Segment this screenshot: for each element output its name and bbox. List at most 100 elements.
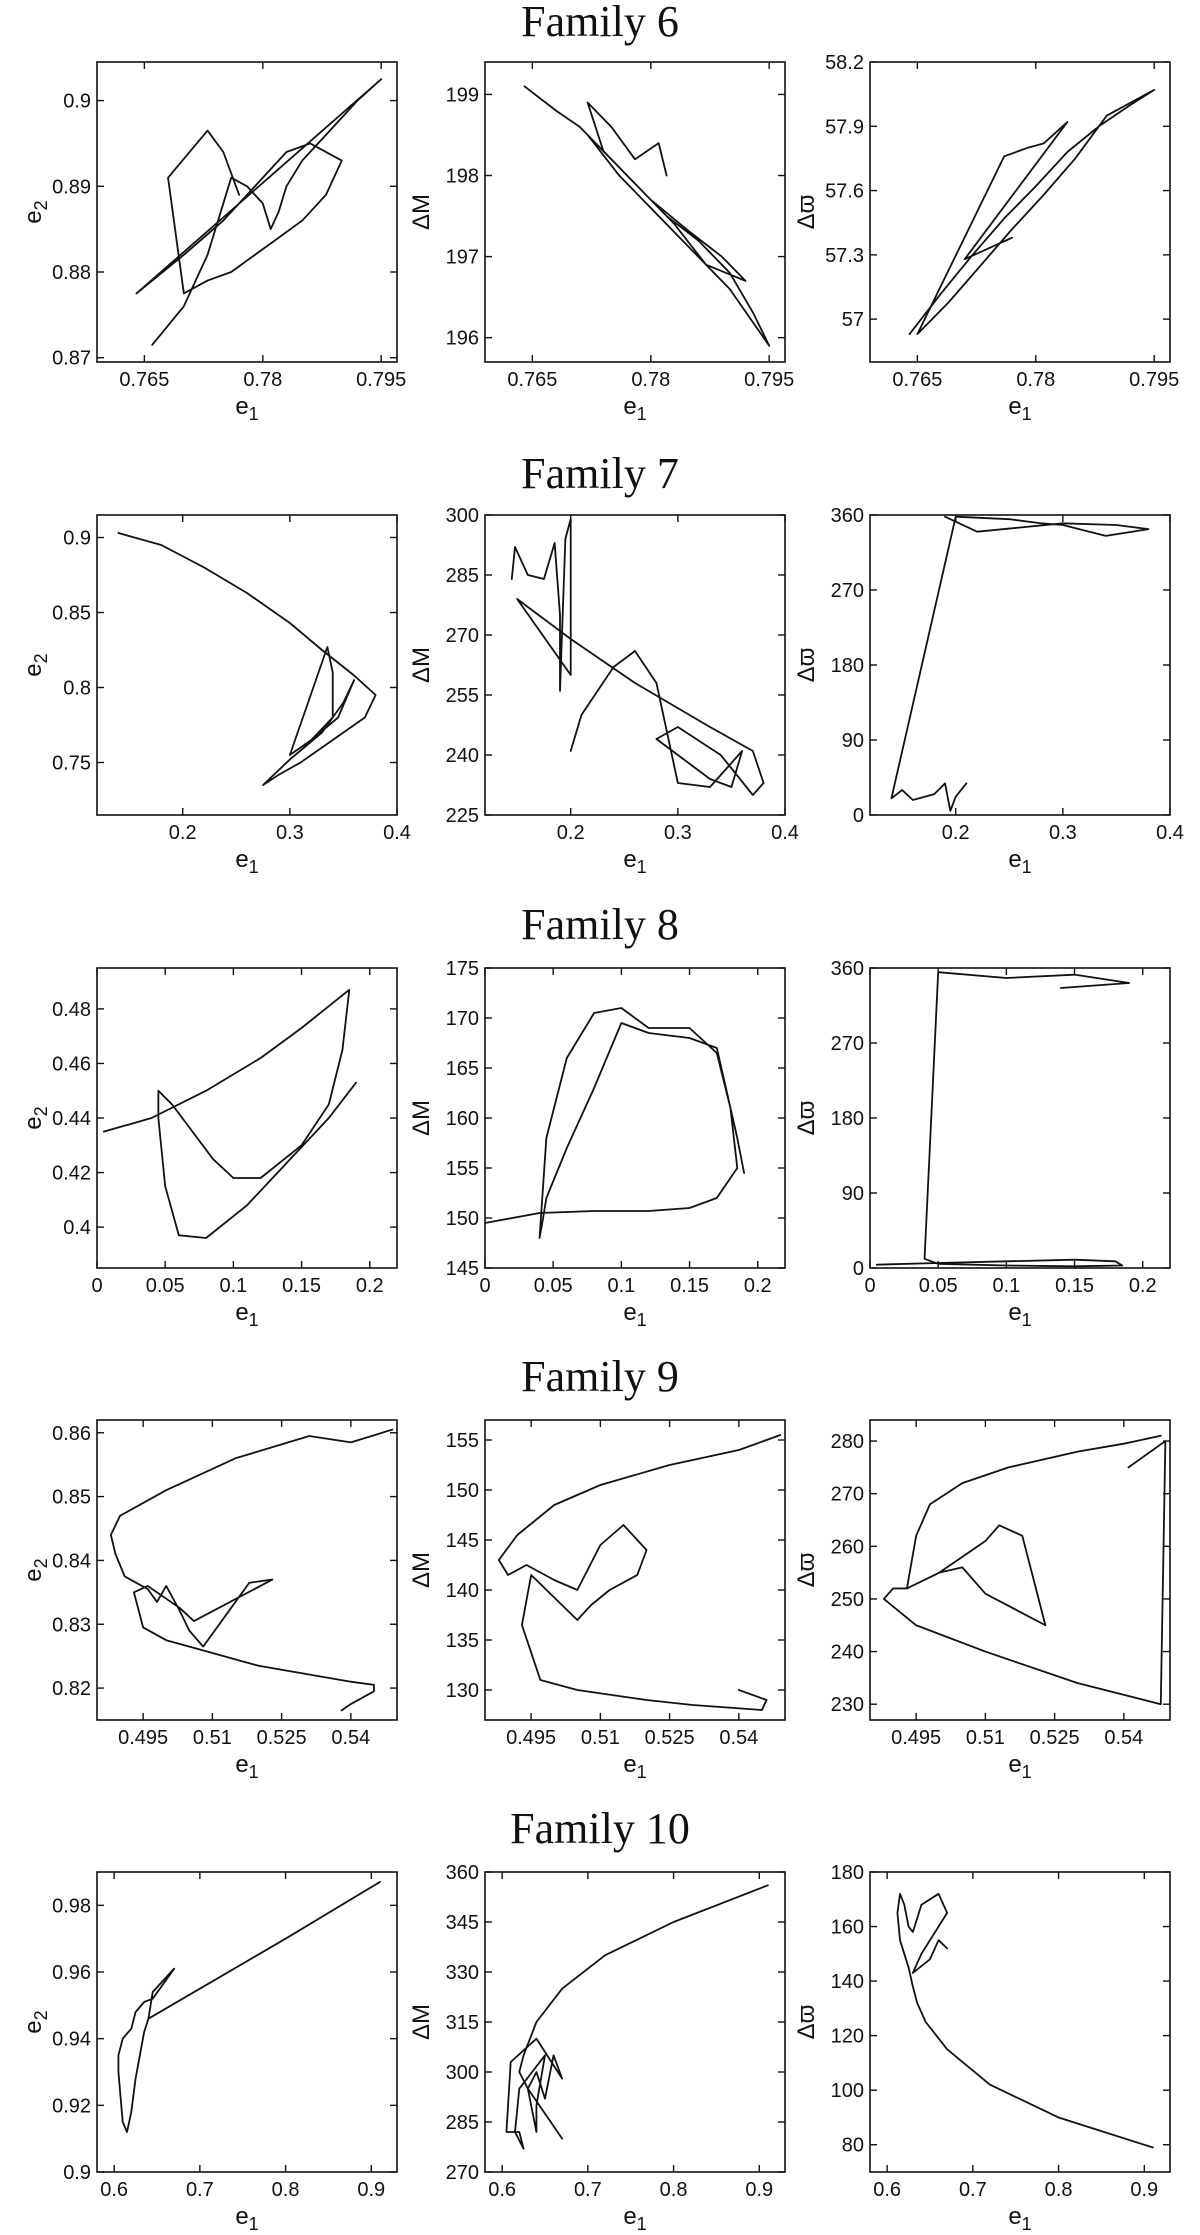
y-tick-label: 270	[446, 2162, 479, 2184]
y-tick-label: 0.85	[52, 1487, 91, 1509]
y-tick-label: 197	[446, 247, 479, 269]
y-tick-label: 225	[446, 805, 479, 827]
x-tick-label: 0.05	[919, 1275, 958, 1297]
x-axis-label: e1	[235, 846, 258, 877]
y-tick-label: 0.96	[52, 1962, 91, 1984]
y-tick-label: 196	[446, 328, 479, 350]
family-title: Family 10	[510, 1804, 690, 1853]
x-tick-label: 0.1	[219, 1275, 247, 1297]
x-tick-label: 0.7	[186, 2179, 214, 2201]
plot-frame	[484, 1871, 786, 2173]
y-tick-label: 360	[831, 505, 864, 527]
y-tick-label: 140	[446, 1580, 479, 1602]
x-tick-label: 0.54	[719, 1727, 758, 1749]
y-axis-label: Δϖ	[793, 195, 820, 230]
y-tick-label: 120	[831, 2026, 864, 2048]
x-tick-label: 0.3	[1049, 822, 1077, 844]
panel: 0.6 0.7 0.8 0.9 80 100 120 140 160 180 e1 Δϖ	[793, 1862, 1171, 2234]
panel: 0 0.05 0.1 0.15 0.2 145 150 155 160 165 170 175 e1 ΔM	[408, 958, 786, 1330]
x-axis-label: e1	[623, 393, 646, 424]
y-axis-label: e2	[20, 200, 51, 223]
y-tick-label: 0.46	[52, 1053, 91, 1075]
trajectory-line	[890, 515, 1150, 812]
x-tick-label: 0.9	[1130, 2179, 1158, 2201]
y-tick-label: 270	[831, 580, 864, 602]
y-tick-label: 57.9	[825, 116, 864, 138]
y-tick-label: 360	[831, 958, 864, 980]
y-tick-label: 0.83	[52, 1614, 91, 1636]
plot-frame	[869, 1419, 1171, 1721]
plot-frame	[96, 967, 398, 1269]
x-tick-label: 0	[864, 1275, 875, 1297]
y-tick-label: 0.4	[63, 1217, 91, 1239]
y-tick-label: 285	[446, 565, 479, 587]
x-axis-label: e1	[623, 846, 646, 877]
family-title: Family 6	[521, 0, 679, 46]
x-tick-label: 0.7	[959, 2179, 987, 2201]
x-tick-label: 0.525	[645, 1727, 695, 1749]
y-tick-label: 198	[446, 166, 479, 188]
trajectory-line	[908, 88, 1156, 336]
x-axis-label: e1	[1008, 1299, 1031, 1330]
y-tick-label: 0.42	[52, 1163, 91, 1185]
panel: 0.765 0.78 0.795 0.87 0.88 0.89 0.9 e1 e2	[20, 61, 406, 424]
plot-frame	[484, 1419, 786, 1721]
y-axis-label: e2	[20, 1558, 51, 1581]
trajectory-line	[135, 78, 383, 346]
x-tick-label: 0.2	[169, 822, 197, 844]
x-tick-label: 0.495	[118, 1727, 168, 1749]
x-axis-label: e1	[235, 2203, 258, 2234]
y-tick-label: 180	[831, 655, 864, 677]
panel: 0.6 0.7 0.8 0.9 0.9 0.92 0.94 0.96 0.98 e1 e2	[20, 1871, 398, 2234]
y-tick-label: 155	[446, 1158, 479, 1180]
trajectory-line	[882, 1434, 1167, 1706]
y-tick-label: 0.9	[63, 528, 91, 550]
y-tick-label: 140	[831, 1971, 864, 1993]
y-axis-label: ΔM	[408, 647, 435, 683]
y-tick-label: 0.8	[63, 678, 91, 700]
x-tick-label: 0.8	[272, 2179, 300, 2201]
x-axis-label: e1	[235, 1299, 258, 1330]
y-tick-label: 57.3	[825, 245, 864, 267]
x-tick-label: 0.495	[891, 1727, 941, 1749]
x-tick-label: 0.15	[282, 1275, 321, 1297]
y-axis-label: Δϖ	[793, 648, 820, 683]
trajectory-line	[109, 1428, 394, 1712]
y-tick-label: 160	[831, 1917, 864, 1939]
y-tick-label: 90	[842, 1183, 864, 1205]
trajectory-line	[102, 988, 357, 1239]
x-tick-label: 0.51	[966, 1727, 1005, 1749]
x-tick-label: 0	[479, 1275, 490, 1297]
plot-frame	[484, 967, 786, 1269]
y-axis-label: Δϖ	[793, 1553, 820, 1588]
panel: 0.2 0.3 0.4 225 240 255 270 285 300 e1 ΔM	[408, 505, 799, 877]
y-tick-label: 165	[446, 1058, 479, 1080]
x-tick-label: 0.6	[488, 2179, 516, 2201]
y-tick-label: 270	[831, 1484, 864, 1506]
y-axis-label: Δϖ	[793, 2005, 820, 2040]
y-tick-label: 0.87	[52, 348, 91, 370]
x-axis-label: e1	[235, 393, 258, 424]
y-tick-label: 0.82	[52, 1678, 91, 1700]
y-tick-label: 199	[446, 84, 479, 106]
y-tick-label: 280	[831, 1431, 864, 1453]
y-tick-label: 250	[831, 1589, 864, 1611]
y-tick-label: 90	[842, 730, 864, 752]
y-tick-label: 180	[831, 1108, 864, 1130]
x-axis-label: e1	[1008, 1751, 1031, 1782]
y-tick-label: 0.9	[63, 2162, 91, 2184]
y-tick-label: 58.2	[825, 52, 864, 74]
x-tick-label: 0.8	[660, 2179, 688, 2201]
y-tick-label: 150	[446, 1208, 479, 1230]
y-axis-label: e2	[20, 653, 51, 676]
y-tick-label: 145	[446, 1530, 479, 1552]
y-tick-label: 0.86	[52, 1423, 91, 1445]
x-tick-label: 0.51	[193, 1727, 232, 1749]
y-tick-label: 270	[831, 1033, 864, 1055]
panel: 0 0.05 0.1 0.15 0.2 0 90 180 270 360 e1 Δϖ	[793, 958, 1171, 1330]
y-tick-label: 150	[446, 1480, 479, 1502]
y-tick-label: 0.9	[63, 91, 91, 113]
x-tick-label: 0.795	[744, 369, 794, 391]
x-tick-label: 0.6	[100, 2179, 128, 2201]
y-axis-label: ΔM	[408, 2004, 435, 2040]
